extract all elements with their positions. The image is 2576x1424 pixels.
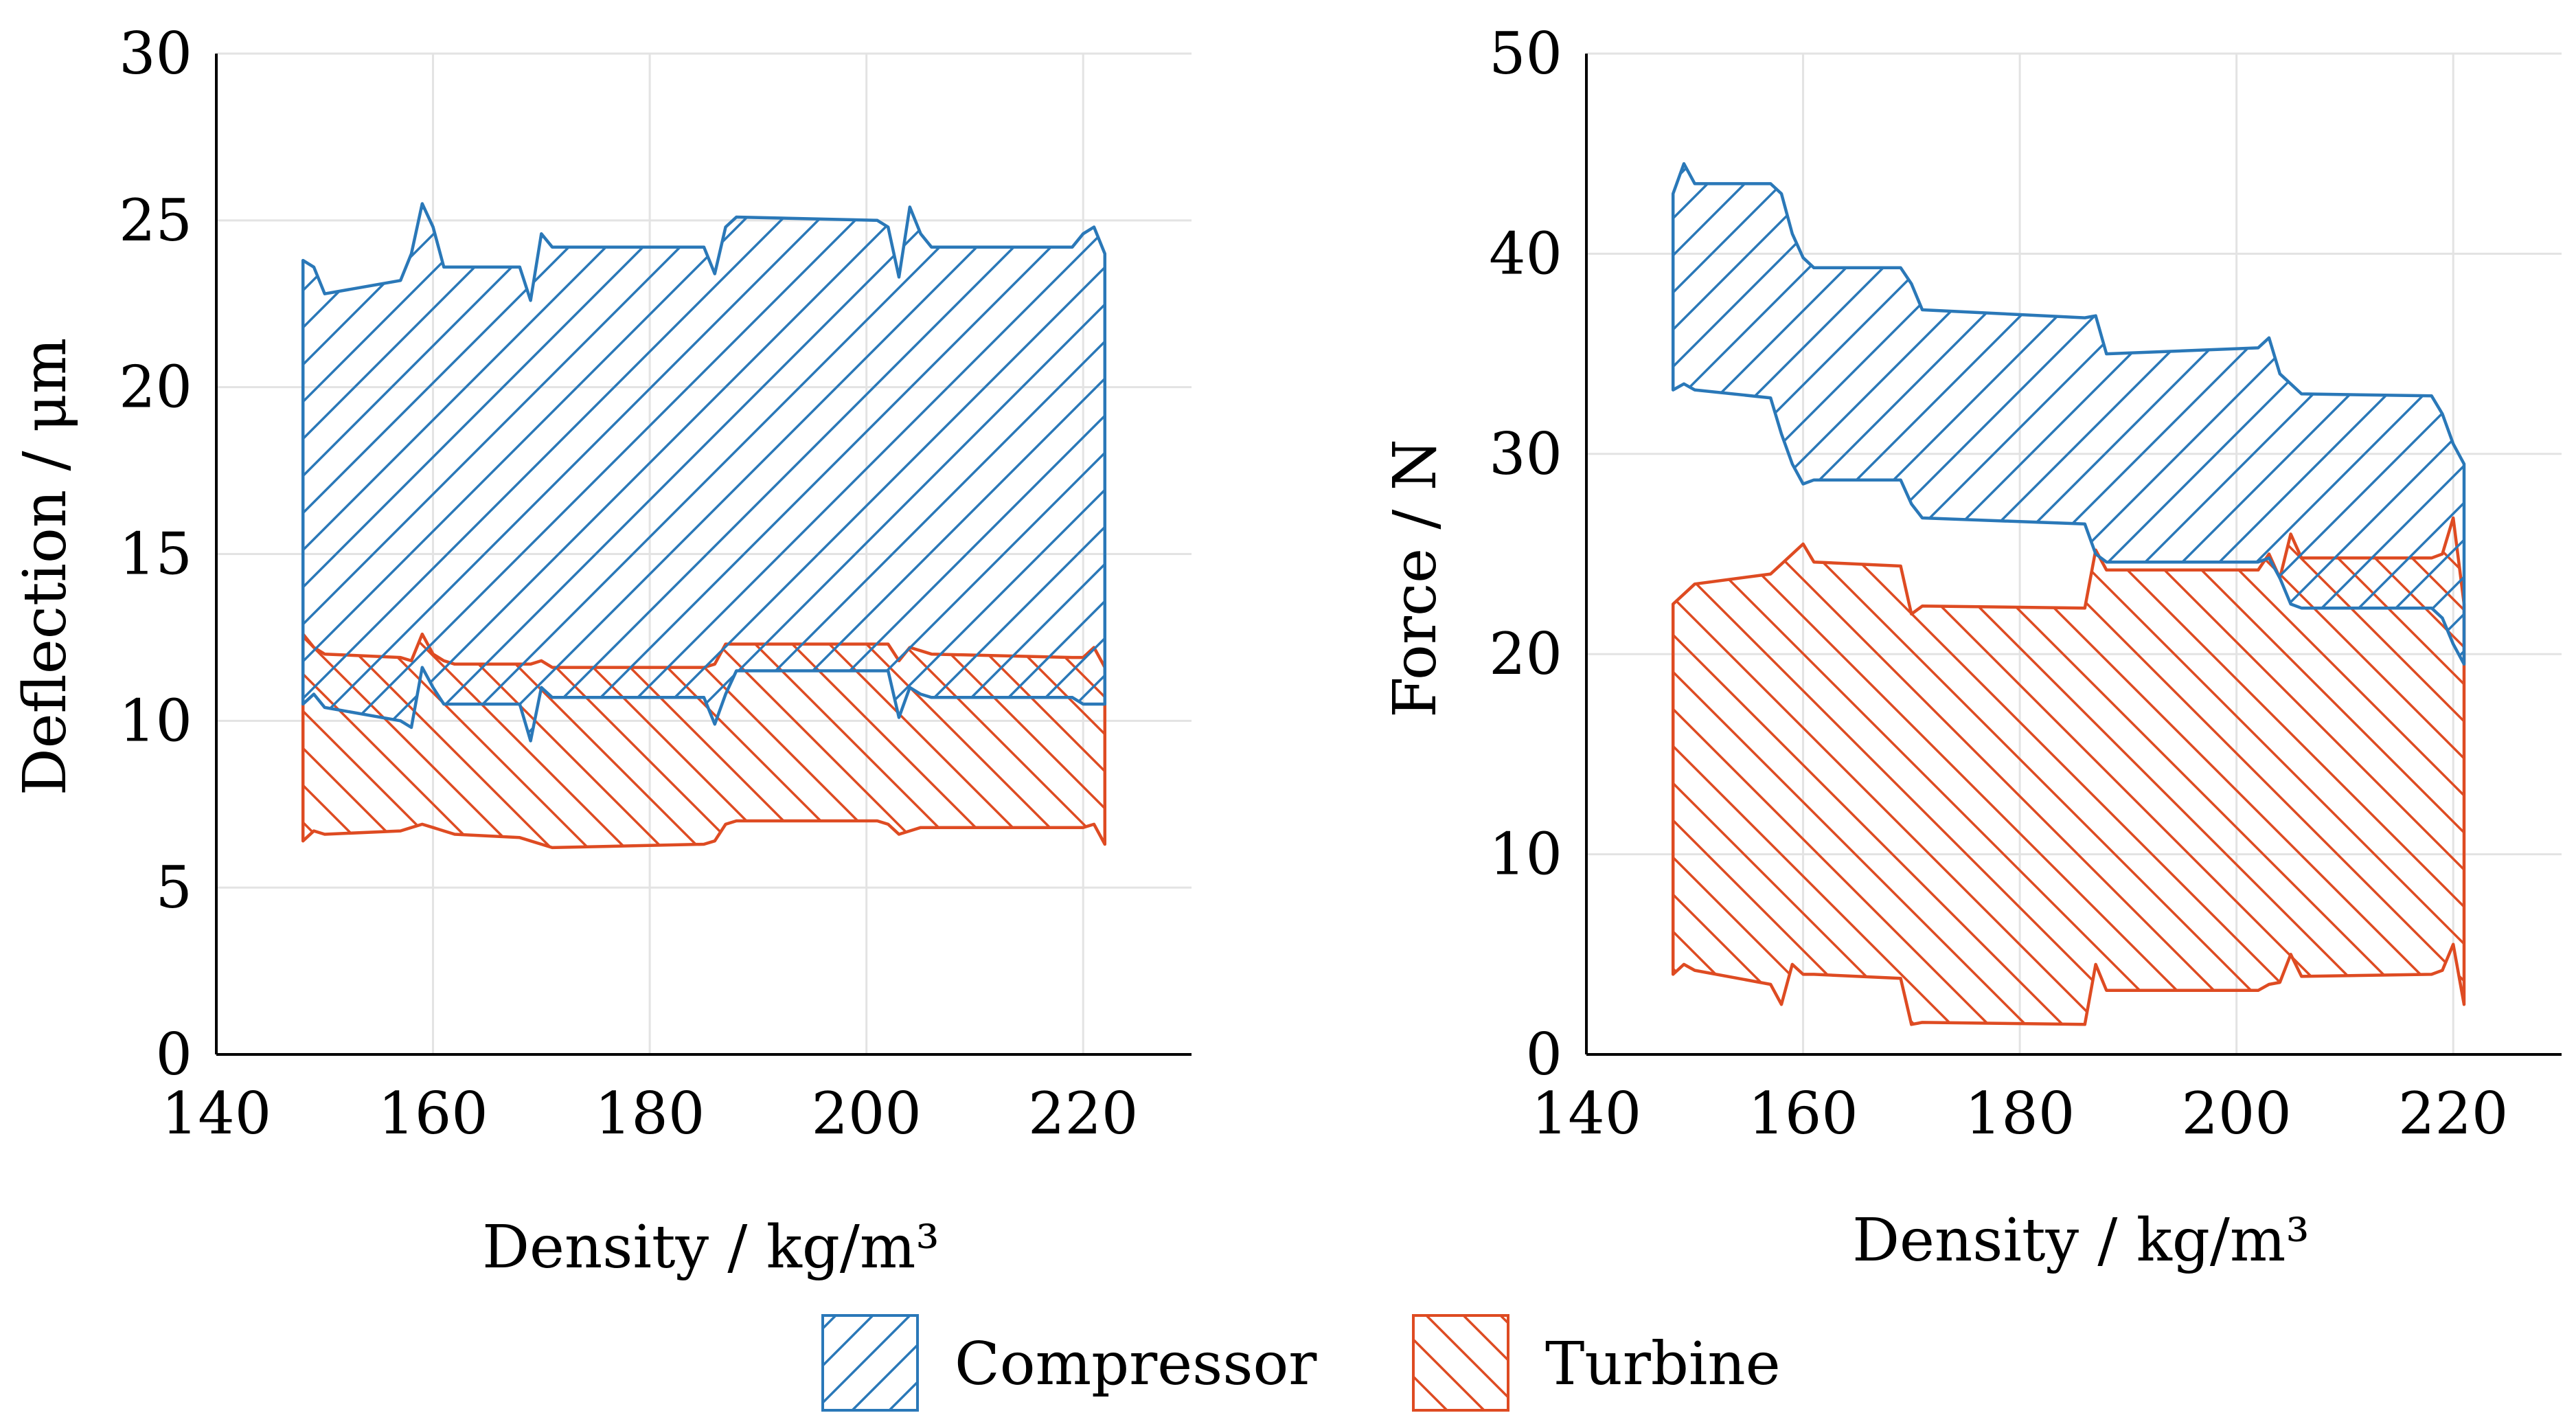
deflection-x-tick-label: 180 [595, 1080, 705, 1147]
force-x-tick-label: 220 [2398, 1080, 2508, 1147]
force-y-tick-label: 30 [1489, 420, 1562, 488]
deflection-y-tick-label: 0 [156, 1021, 192, 1088]
force-areas [1671, 162, 2466, 1026]
force-chart: 140 160 180 200 220 0 10 20 30 40 50 Density / kg… [1381, 20, 2562, 1275]
deflection-y-tick-label: 10 [119, 687, 192, 754]
force-x-ticks: 140 160 180 200 220 [1531, 1080, 2509, 1147]
deflection-x-axis-label: Density / kg/m³ [482, 1213, 939, 1282]
deflection-y-tick-label: 30 [119, 20, 192, 87]
legend-turbine-swatch [1412, 1314, 1509, 1412]
deflection-x-tick-label: 140 [161, 1080, 271, 1147]
force-turbine-band [1671, 516, 2466, 1026]
force-y-ticks: 0 10 20 30 40 50 [1489, 20, 1562, 1088]
deflection-x-tick-label: 220 [1028, 1080, 1138, 1147]
force-y-tick-label: 20 [1489, 620, 1562, 688]
deflection-y-tick-label: 20 [119, 354, 192, 421]
force-y-tick-label: 40 [1489, 220, 1562, 287]
force-y-tick-label: 50 [1489, 20, 1562, 87]
force-x-tick-label: 160 [1748, 1080, 1858, 1147]
legend: Compressor Turbine [821, 1314, 1781, 1412]
force-x-axis-label: Density / kg/m³ [1852, 1206, 2310, 1275]
deflection-y-tick-label: 15 [119, 521, 192, 588]
deflection-y-axis-label: Deflection / μm [11, 338, 80, 796]
force-axes [1585, 54, 2562, 1056]
deflection-y-tick-label: 25 [119, 187, 192, 254]
deflection-areas [301, 202, 1107, 850]
deflection-y-tick-label: 5 [156, 854, 192, 921]
deflection-y-ticks: 0 5 10 15 20 25 30 [119, 20, 192, 1088]
deflection-x-tick-label: 160 [378, 1080, 488, 1147]
legend-turbine-label: Turbine [1545, 1330, 1781, 1399]
deflection-axes [215, 54, 1192, 1056]
deflection-x-tick-label: 200 [811, 1080, 921, 1147]
deflection-chart: 140 160 180 200 220 0 5 10 15 20 25 30 Density / k… [11, 20, 1192, 1282]
force-x-tick-label: 200 [2181, 1080, 2291, 1147]
force-x-tick-label: 140 [1531, 1080, 1641, 1147]
force-y-tick-label: 10 [1489, 821, 1562, 888]
force-y-axis-label: Force / N [1381, 439, 1450, 718]
force-compressor-band [1671, 162, 2466, 666]
force-y-tick-label: 0 [1526, 1021, 1562, 1088]
force-x-tick-label: 180 [1965, 1080, 2075, 1147]
deflection-compressor-band [301, 202, 1107, 743]
legend-compressor-label: Compressor [955, 1330, 1317, 1399]
deflection-x-ticks: 140 160 180 200 220 [161, 1080, 1139, 1147]
legend-compressor-swatch [821, 1314, 919, 1412]
